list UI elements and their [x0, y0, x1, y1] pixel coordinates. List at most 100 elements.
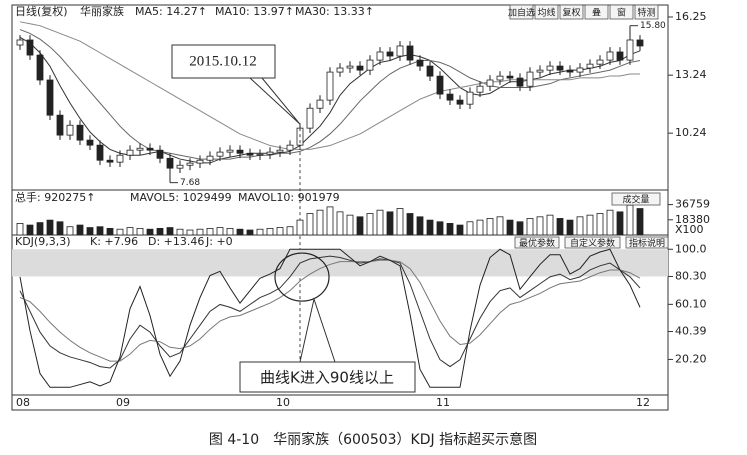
button-label: 成交量 [622, 194, 649, 206]
candle-body [546, 65, 554, 71]
volume-bar [416, 216, 424, 236]
volume-bar [26, 224, 34, 236]
volume-bar [236, 228, 244, 236]
volume-bar [56, 221, 64, 236]
candle-body [466, 91, 474, 105]
candle-body [76, 124, 84, 141]
volume-bar [496, 216, 504, 236]
volume-bar [376, 209, 384, 236]
volume-bar [516, 221, 524, 236]
candle-body [206, 155, 214, 161]
callout-box [171, 44, 276, 79]
volume-bar [356, 216, 364, 236]
candle-body [346, 65, 354, 69]
x-tick-label: 10 [276, 396, 290, 409]
volume-bar [396, 208, 404, 236]
caption: 图 4-10 华丽家族（600503）KDJ 指标超买示意图 [209, 431, 537, 448]
series-line [19, 36, 641, 164]
volume-bar [36, 222, 44, 236]
candle-body [86, 139, 94, 146]
candle-body [156, 149, 164, 159]
candle-body [46, 79, 54, 116]
y-tick-label: 60.10 [675, 297, 707, 310]
candle-body [376, 51, 384, 61]
callout-pointer [249, 77, 301, 125]
candle-body [536, 69, 544, 73]
y-tick-label: 16.25 [675, 10, 707, 23]
toolbar-button [564, 236, 621, 249]
candle-body [436, 75, 444, 95]
candle-body [366, 59, 374, 71]
toolbar-button [611, 192, 661, 206]
panel-title: KDJ(9,3,3) [15, 235, 71, 248]
legend-entry: K: +7.96 [90, 235, 138, 248]
volume-bar [466, 221, 474, 236]
candle-body [36, 54, 44, 81]
volume-bar [436, 221, 444, 236]
x-tick-label: 11 [436, 396, 450, 409]
callout-text: 2015.10.12 [189, 53, 257, 69]
candle-body [226, 149, 234, 153]
candle-body [486, 79, 494, 87]
candle-body [556, 65, 564, 71]
candle-body [286, 144, 294, 151]
button-label: 最优参数 [519, 237, 555, 249]
candle-body [336, 67, 344, 73]
volume-bar [176, 228, 184, 236]
y-tick-label: 40.39 [675, 325, 707, 338]
volume-bar [476, 219, 484, 236]
y-tick-label: 10.24 [675, 126, 707, 139]
volume-bar [606, 209, 614, 236]
toolbar-button [509, 4, 534, 20]
volume-bar [276, 227, 284, 236]
candle-body [526, 71, 534, 87]
annotation-label: 15.80 [640, 21, 666, 31]
candle-body [256, 153, 264, 156]
volume-bar [426, 219, 434, 236]
legend-entry: MAVOL10: 901979 [238, 191, 340, 204]
volume-bar [326, 206, 334, 236]
candle-body [506, 75, 514, 79]
candle-body [66, 124, 74, 136]
volume-bar [216, 227, 224, 236]
legend-entry: MA5: 14.27↑ [135, 5, 207, 18]
volume-bar [266, 227, 274, 236]
toolbar-button [634, 4, 659, 20]
volume-bar [636, 208, 644, 236]
candle-body [56, 114, 64, 136]
candle-body [446, 93, 454, 101]
series-line [19, 255, 641, 369]
x-tick-label: 09 [116, 396, 130, 409]
candle-body [246, 152, 254, 156]
candle-body [496, 75, 504, 81]
volume-bar [526, 218, 534, 236]
volume-bar [346, 214, 354, 236]
volume-bar [556, 218, 564, 236]
candle-body [196, 159, 204, 164]
volume-bar [156, 227, 164, 236]
panel-subtitle: 华丽家族 [80, 4, 124, 18]
candle-body [396, 45, 404, 57]
button-label: 复权 [562, 7, 580, 19]
volume-bar [406, 213, 414, 236]
candle-body [146, 147, 154, 151]
toolbar-button [559, 4, 584, 20]
candle-body [416, 59, 424, 67]
candle-body [96, 144, 104, 161]
volume-bar [86, 227, 94, 236]
volume-bar [136, 227, 144, 236]
toolbar-button [625, 236, 669, 249]
candle-body [176, 164, 184, 169]
volume-bar [586, 214, 594, 236]
callout-pointer [299, 297, 336, 363]
candle-body [606, 51, 614, 61]
panel-title: 日线(复权) [15, 4, 68, 18]
candle-body [456, 99, 464, 105]
candle-body [516, 77, 524, 87]
volume-bar [206, 227, 214, 236]
candle-body [26, 39, 34, 56]
candle-body [476, 85, 484, 93]
series-line [19, 21, 640, 150]
candle-body [16, 39, 24, 46]
